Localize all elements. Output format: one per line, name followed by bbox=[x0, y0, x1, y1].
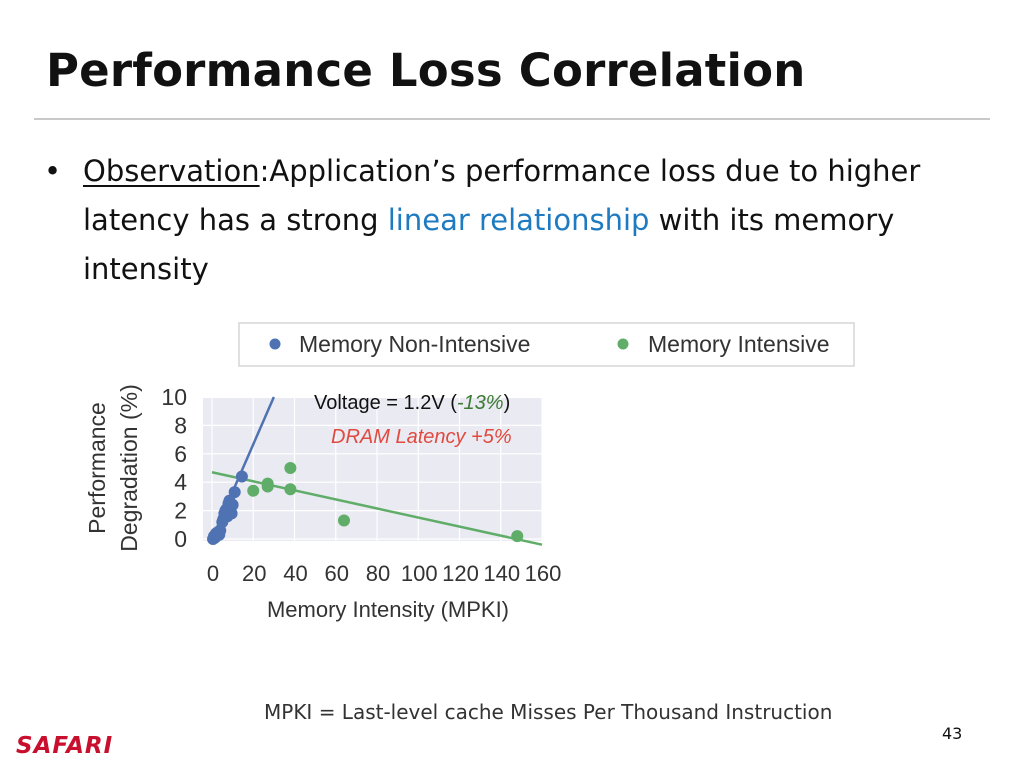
point-intensive bbox=[247, 484, 260, 497]
x-tick-label: 100 bbox=[401, 561, 438, 586]
x-tick-label: 160 bbox=[525, 561, 562, 586]
point-non-intensive bbox=[226, 498, 239, 511]
point-intensive bbox=[284, 462, 297, 474]
x-tick-label: 40 bbox=[283, 561, 307, 586]
x-tick-label: 0 bbox=[207, 561, 219, 586]
y-axis-label-line2: Degradation (%) bbox=[116, 384, 142, 551]
page-number: 43 bbox=[942, 724, 963, 743]
plot-area bbox=[203, 398, 542, 541]
observation-text-before: Application’s performance loss due to hi… bbox=[83, 154, 921, 237]
observation-colon: : bbox=[259, 154, 270, 188]
x-tick-label: 140 bbox=[483, 561, 520, 586]
x-tick-label: 120 bbox=[442, 561, 479, 586]
x-tick-label: 20 bbox=[242, 561, 266, 586]
point-intensive bbox=[261, 480, 274, 493]
linear-relationship-highlight: linear relationship bbox=[387, 203, 650, 237]
chart-legend: Memory Non-Intensive Memory Intensive bbox=[238, 322, 855, 367]
legend-marker-intensive bbox=[617, 338, 629, 350]
y-tick-label: 2 bbox=[174, 498, 187, 524]
y-tick-label: 10 bbox=[161, 384, 187, 410]
voltage-suffix: ) bbox=[504, 392, 511, 414]
y-tick-labels: 02 46 810 bbox=[161, 384, 187, 552]
point-intensive bbox=[511, 530, 524, 543]
mpki-footnote: MPKI = Last-level cache Misses Per Thous… bbox=[264, 700, 833, 724]
x-axis-label: Memory Intensity (MPKI) bbox=[267, 597, 509, 622]
bullet-dot: • bbox=[44, 154, 62, 188]
gridlines bbox=[203, 396, 543, 541]
y-tick-label: 4 bbox=[174, 469, 187, 495]
voltage-annotation: Voltage = 1.2V (-13%) bbox=[314, 392, 510, 414]
legend-label-non-intensive: Memory Non-Intensive bbox=[299, 331, 530, 357]
safari-logo: SAFARI bbox=[16, 733, 114, 759]
y-tick-label: 8 bbox=[174, 412, 187, 438]
dram-latency-annotation: DRAM Latency +5% bbox=[331, 426, 512, 448]
slide-title: Performance Loss Correlation bbox=[46, 44, 806, 97]
legend-box bbox=[238, 322, 855, 367]
observation-label: Observation bbox=[83, 154, 260, 188]
title-divider bbox=[34, 118, 990, 120]
y-axis-label-line1: Performance bbox=[84, 402, 110, 534]
point-intensive bbox=[338, 514, 350, 527]
observation-text-after: with its memory intensity bbox=[83, 203, 895, 286]
x-tick-label: 60 bbox=[325, 561, 349, 586]
x-tick-labels: 0 20 40 60 80 100 120 140 160 bbox=[207, 561, 561, 586]
x-tick-label: 80 bbox=[366, 561, 390, 586]
legend-label-intensive: Memory Intensive bbox=[648, 331, 830, 357]
voltage-prefix: Voltage = 1.2V ( bbox=[314, 392, 457, 414]
data-points bbox=[207, 462, 524, 545]
point-intensive bbox=[284, 483, 297, 496]
point-non-intensive bbox=[235, 470, 248, 483]
voltage-percent: -13% bbox=[457, 392, 504, 414]
y-tick-label: 0 bbox=[174, 526, 187, 552]
y-tick-label: 6 bbox=[174, 441, 187, 467]
bullet-text: Observation:Application’s performance lo… bbox=[83, 147, 973, 294]
legend-marker-non-intensive bbox=[269, 338, 281, 350]
point-non-intensive bbox=[228, 486, 241, 499]
